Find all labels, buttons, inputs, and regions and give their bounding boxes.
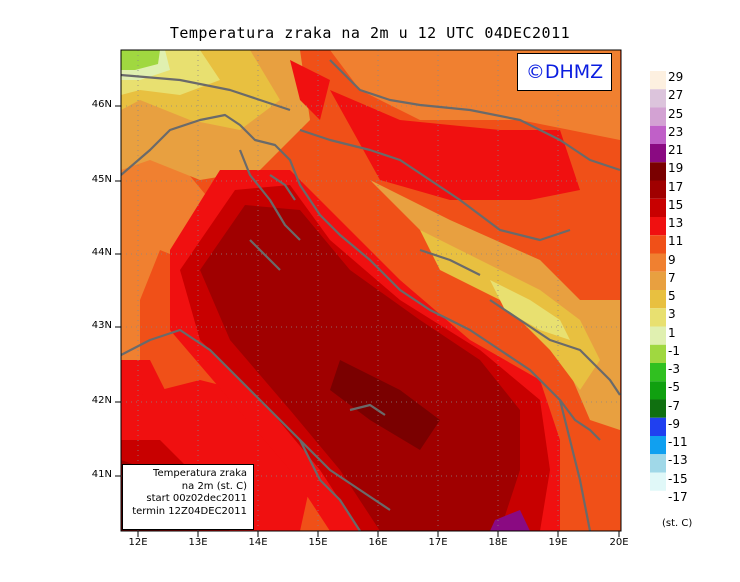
lat-label: 46N — [91, 99, 112, 110]
colorbar-label: 19 — [668, 161, 684, 176]
colorbar-swatch-0 — [650, 71, 666, 90]
colorbar-swatch-2 — [650, 107, 666, 126]
lon-label: 17E — [428, 537, 448, 548]
colorbar-units: (st. C) — [662, 518, 693, 529]
coast-line-9 — [419, 248, 481, 276]
colorbar-swatch-15 — [650, 344, 666, 363]
lon-label: 13E — [188, 537, 208, 548]
coastline-borders — [121, 59, 621, 531]
coast-line-4 — [329, 59, 621, 172]
coast-line-3 — [121, 328, 391, 511]
temp-region-16 — [200, 205, 520, 531]
colorbar-swatch-16 — [650, 363, 666, 382]
plot-frame — [120, 49, 622, 532]
lon-label: 12E — [128, 537, 148, 548]
colorbar-label: 11 — [668, 234, 684, 249]
colorbar-swatch-12 — [650, 290, 666, 309]
colorbar-label: -3 — [668, 362, 680, 376]
colorbar-swatch-18 — [650, 399, 666, 418]
colorbar-swatch-10 — [650, 253, 666, 272]
colorbar-label: 7 — [668, 270, 676, 285]
colorbar-swatch-7 — [650, 198, 666, 217]
colorbar-label: -9 — [668, 416, 680, 431]
map-title: Temperatura zraka na 2m u 12 UTC 04DEC20… — [169, 24, 571, 42]
colorbar-swatch-5 — [650, 162, 666, 181]
colorbar-label: 1 — [668, 325, 676, 340]
info-line-3: start 00z02dec2011 — [146, 493, 247, 504]
colorbar — [650, 71, 666, 491]
colorbar-label: 21 — [668, 143, 684, 157]
coast-line-10 — [249, 239, 281, 271]
colorbar-label: -7 — [668, 398, 680, 413]
temp-region-7 — [490, 280, 570, 340]
coast-line-5 — [299, 128, 571, 242]
colorbar-label: 25 — [668, 106, 684, 121]
colorbar-swatch-9 — [650, 235, 666, 254]
colorbar-swatch-11 — [650, 271, 666, 290]
colorbar-swatch-3 — [650, 125, 666, 144]
temp-region-9 — [121, 50, 160, 70]
colorbar-label: 27 — [668, 88, 684, 103]
colorbar-label: -17 — [668, 489, 688, 504]
colorbar-label: 3 — [668, 307, 676, 322]
colorbar-swatch-21 — [650, 454, 666, 473]
lon-label: 14E — [248, 537, 268, 548]
lon-label: 16E — [368, 537, 388, 548]
colorbar-swatch-13 — [650, 308, 666, 327]
info-line-4: termin 12Z04DEC2011 — [132, 505, 247, 517]
colorbar-swatch-22 — [650, 472, 666, 491]
grid-lines — [121, 50, 621, 531]
axis-ticks — [115, 105, 620, 537]
lon-label: 19E — [548, 537, 568, 548]
colorbar-swatch-19 — [650, 417, 666, 436]
colorbar-label: 23 — [668, 124, 684, 139]
lat-label: 44N — [91, 247, 112, 258]
lat-label: 42N — [91, 395, 112, 406]
temp-region-3 — [370, 180, 620, 430]
colorbar-label: -11 — [668, 435, 688, 449]
colorbar-swatch-20 — [650, 436, 666, 455]
lat-label: 43N — [91, 320, 112, 331]
lon-label: 18E — [488, 537, 508, 548]
colorbar-label: 13 — [668, 216, 684, 230]
colorbar-swatch-6 — [650, 180, 666, 199]
lat-label: 45N — [91, 174, 112, 185]
info-line-2: na 2m (st. C) — [181, 480, 247, 492]
colorbar-label: 17 — [668, 179, 684, 194]
lon-label: 15E — [308, 537, 328, 548]
temp-region-22 — [490, 510, 530, 531]
colorbar-swatch-8 — [650, 217, 666, 236]
colorbar-label: -5 — [668, 380, 680, 395]
coast-line-12 — [349, 403, 386, 416]
temperature-field — [121, 50, 621, 531]
lon-label: 20E — [609, 537, 629, 548]
colorbar-swatch-1 — [650, 89, 666, 108]
temp-region-21 — [290, 60, 330, 120]
coast-line-8 — [558, 399, 592, 531]
coast-line-1 — [121, 73, 291, 112]
colorbar-swatch-17 — [650, 381, 666, 400]
coast-line-0 — [121, 113, 601, 441]
coast-line-6 — [489, 299, 621, 396]
colorbar-label: -1 — [668, 343, 680, 358]
coast-line-2 — [238, 149, 301, 241]
coast-line-11 — [269, 174, 296, 201]
colorbar-label: 29 — [668, 70, 684, 84]
colorbar-label: 9 — [668, 252, 676, 267]
colorbar-swatch-4 — [650, 144, 666, 163]
temp-region-10 — [330, 90, 580, 200]
lat-label: 41N — [91, 469, 112, 480]
coast-line-7 — [299, 439, 361, 531]
colorbar-label: -15 — [668, 471, 688, 486]
colorbar-label: 15 — [668, 197, 684, 212]
temp-region-20 — [330, 360, 440, 450]
colorbar-swatch-14 — [650, 326, 666, 345]
colorbar-label: -13 — [668, 453, 688, 468]
dhmz-logo: ©DHMZ — [517, 53, 612, 91]
colorbar-label: 5 — [668, 289, 676, 303]
info-box: Temperatura zraka na 2m (st. C) start 00… — [122, 464, 254, 530]
info-line-1: Temperatura zraka — [153, 468, 247, 479]
